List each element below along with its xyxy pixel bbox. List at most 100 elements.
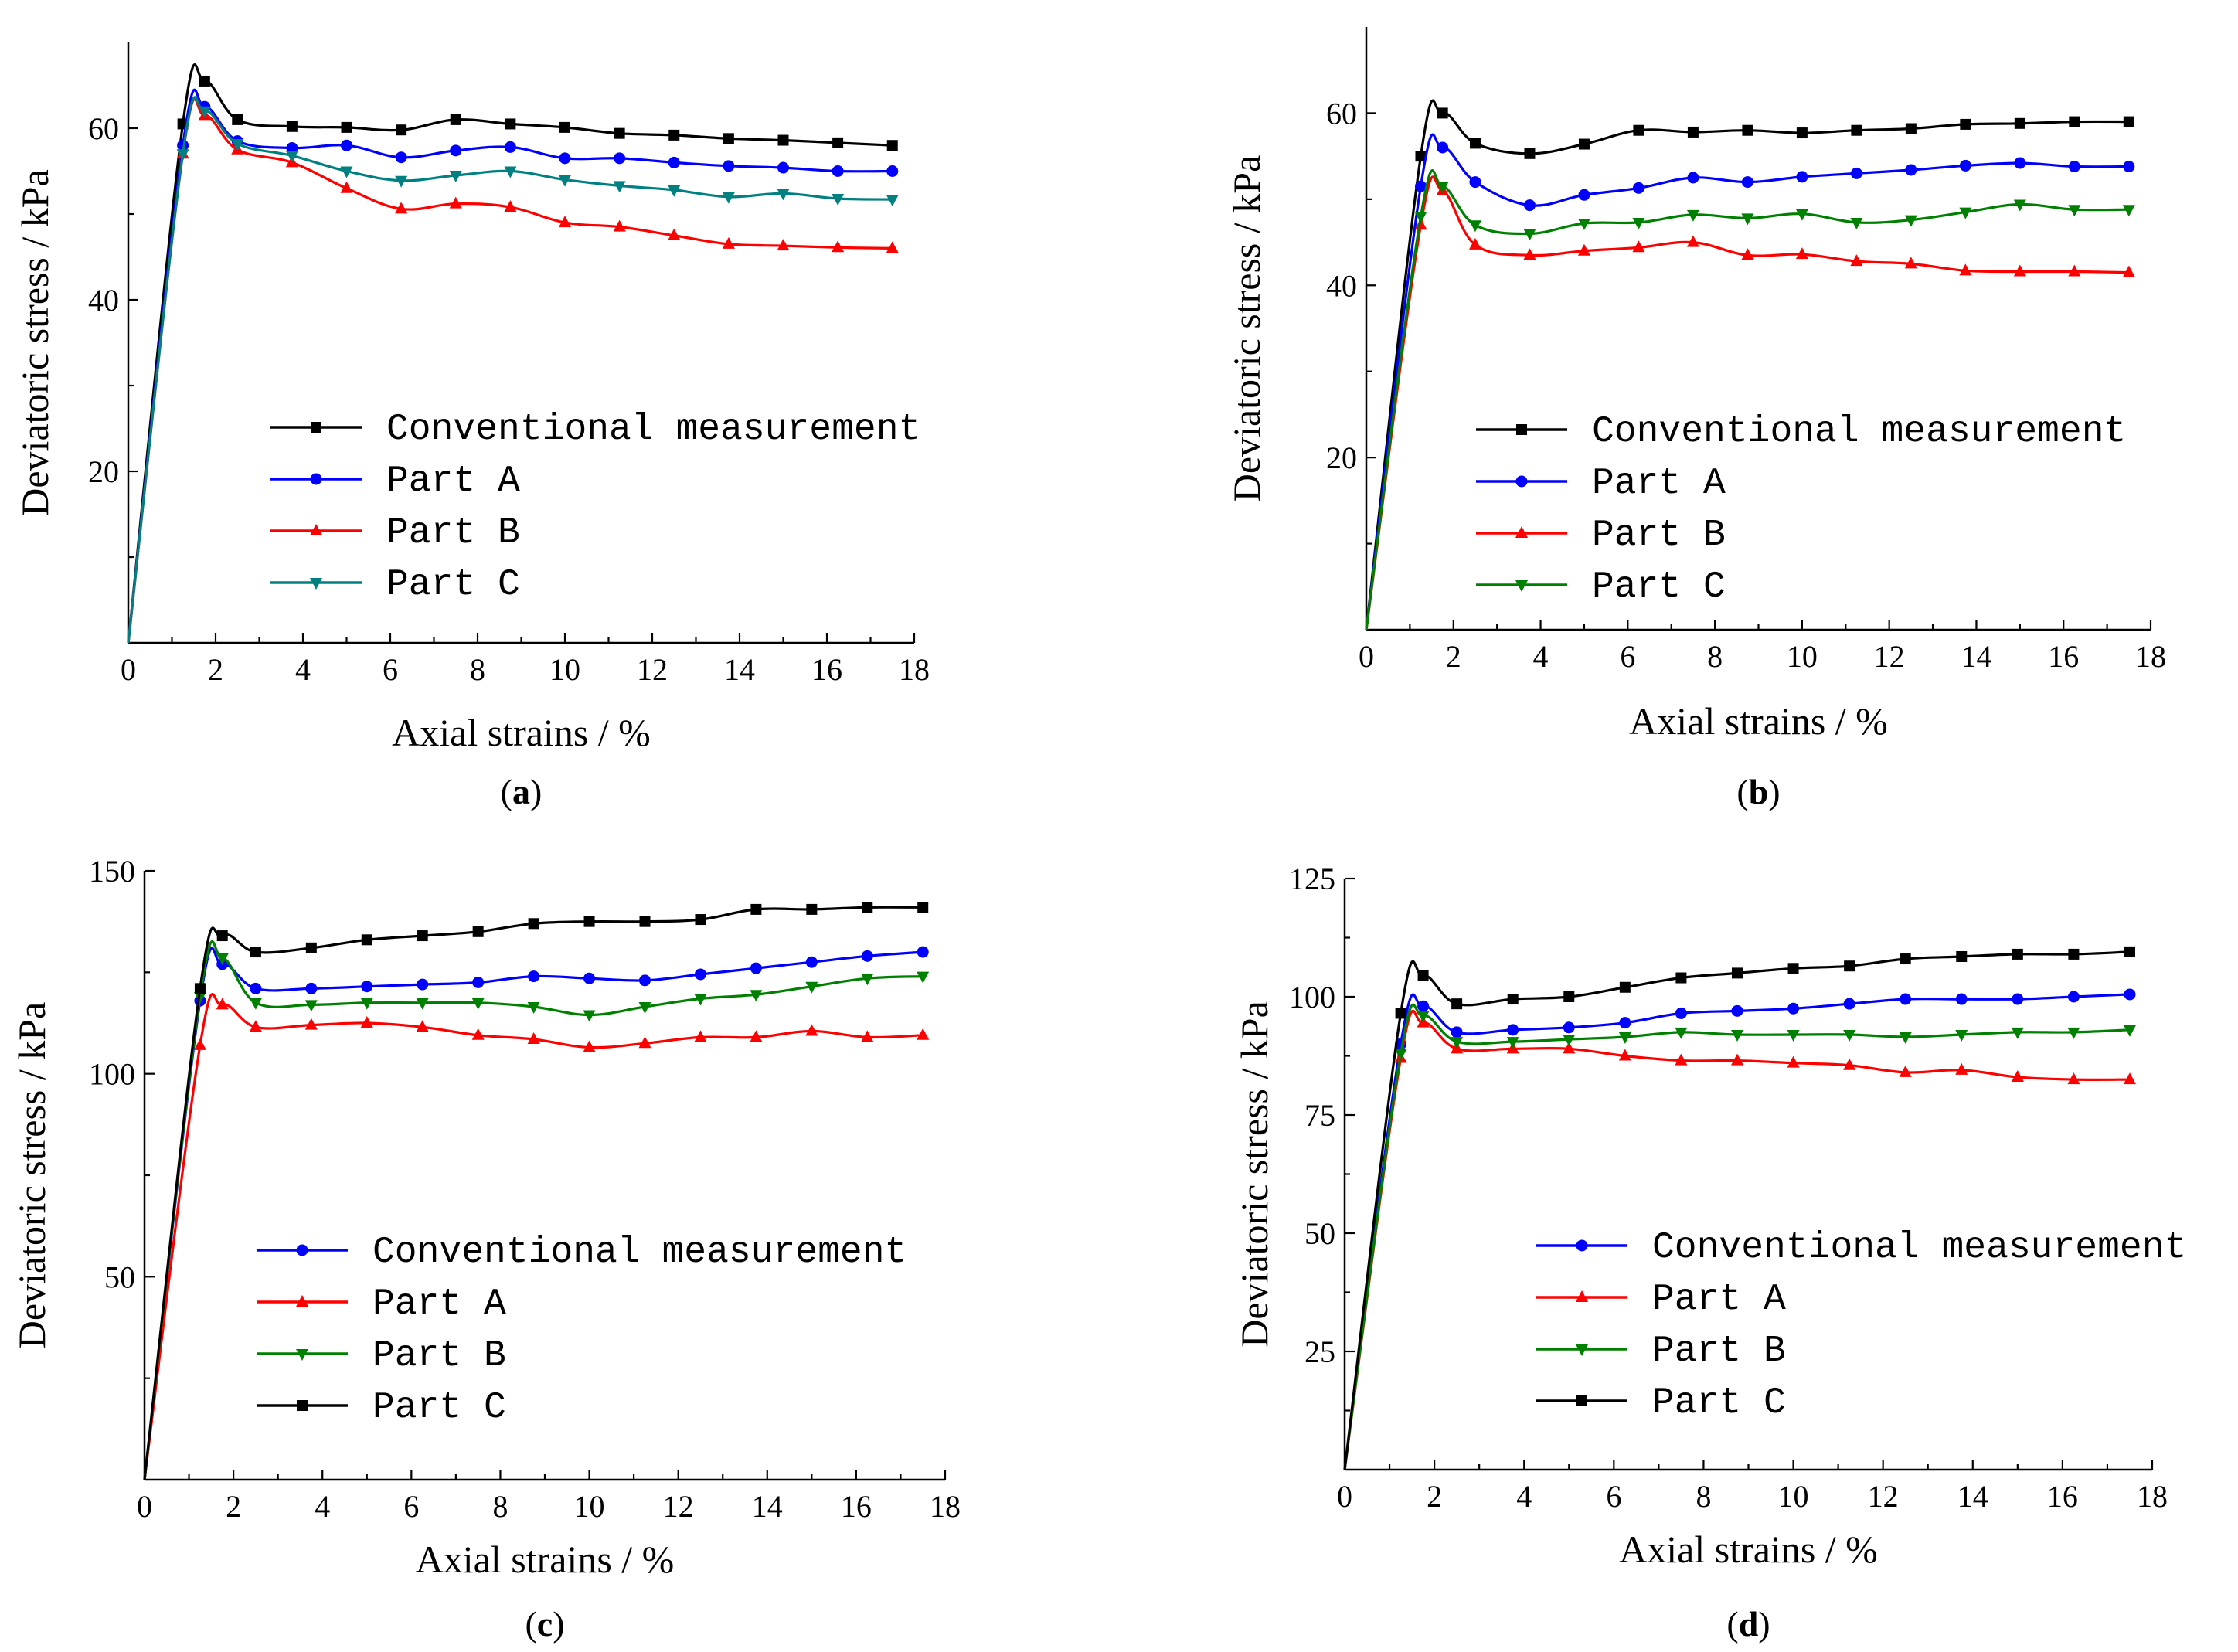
data-point: [559, 216, 571, 228]
data-point: [1955, 1062, 1968, 1075]
data-point: [1415, 151, 1427, 162]
legend-label: Conventional measurement: [1592, 411, 2126, 453]
data-point: [527, 1001, 540, 1014]
panel-caption: (d): [1726, 1604, 1770, 1644]
data-point: [639, 916, 651, 927]
data-point: [832, 194, 845, 206]
data-point: [1741, 176, 1753, 189]
data-point: [1414, 212, 1427, 224]
plot-area: [143, 902, 930, 1480]
data-point: [193, 991, 206, 1004]
series-line: [1343, 993, 2131, 1470]
data-point: [1955, 993, 1968, 1005]
data-point: [286, 121, 298, 132]
x-tick-label: 8: [1696, 1479, 1711, 1514]
data-point: [1469, 138, 1481, 149]
data-point: [1563, 1021, 1575, 1034]
legend-item: Part B: [1536, 1331, 1786, 1372]
series-part-b: [1343, 1003, 2136, 1470]
x-axis-title: Axial strains / %: [392, 711, 651, 754]
data-point: [1523, 199, 1536, 212]
series-line: [143, 906, 923, 1480]
data-point: [639, 974, 651, 987]
data-point: [286, 142, 298, 155]
data-point: [1675, 972, 1687, 984]
data-point: [505, 118, 516, 130]
data-point: [2067, 991, 2080, 1003]
panel-caption-letter: c: [537, 1604, 553, 1644]
data-point: [340, 181, 353, 193]
data-point: [1632, 240, 1645, 253]
data-point: [613, 219, 626, 232]
data-point: [694, 994, 707, 1006]
data-point: [1959, 159, 1971, 172]
x-tick-label: 2: [1427, 1479, 1442, 1514]
data-point: [2069, 116, 2080, 127]
data-point: [1451, 1026, 1463, 1038]
legend: Conventional measurement Part A Part B Part…: [270, 409, 920, 606]
data-point: [1851, 124, 1862, 136]
data-point: [1523, 229, 1536, 241]
x-tick-label: 6: [1620, 639, 1635, 674]
legend: Conventional measurement Part A Part B Part…: [257, 1232, 906, 1429]
legend-swatch-marker: [1576, 1290, 1588, 1302]
data-point: [527, 1032, 540, 1045]
y-axis-title: Deviatoric stress / kPa: [1233, 1001, 1276, 1348]
data-point: [1742, 124, 1753, 136]
data-point: [1619, 1017, 1631, 1029]
data-point: [750, 903, 762, 915]
data-point: [193, 1038, 206, 1050]
legend-swatch-marker: [311, 422, 321, 433]
chart-c: 0 2 4 6 8 10 12 14 16 18 50 100 150 Axial strains / %…: [10, 854, 961, 1644]
data-point: [2068, 161, 2080, 173]
data-point: [614, 127, 625, 139]
data-point: [1843, 998, 1855, 1010]
data-point: [2067, 1027, 2080, 1039]
x-tick-label: 8: [1707, 639, 1723, 674]
chart-panel-a: 0 2 4 6 8 10 12 14 16 18 20 40 60 Axial strains / % De…: [0, 0, 1032, 831]
legend-swatch-marker: [1576, 1395, 1587, 1406]
legend-label: Part C: [1592, 566, 1726, 608]
x-axis-title: Axial strains / %: [1619, 1528, 1878, 1571]
data-point: [1437, 107, 1448, 119]
chart-panel-c: 0 2 4 6 8 10 12 14 16 18 50 100 150 Axial strains / %…: [0, 831, 1032, 1652]
axes: 0 2 4 6 8 10 12 14 16 18 20 40 60: [1326, 27, 2166, 674]
legend-swatch-marker: [1515, 475, 1528, 488]
data-point: [2012, 993, 2024, 1005]
data-point: [638, 1001, 651, 1014]
data-point: [1563, 1042, 1576, 1054]
data-point: [528, 970, 540, 983]
y-tick-label: 100: [1289, 980, 1335, 1015]
legend-label: Conventional measurement: [372, 1232, 906, 1273]
data-point: [199, 75, 210, 87]
data-point: [1578, 138, 1590, 150]
data-point: [194, 983, 206, 994]
data-point: [216, 953, 229, 965]
data-point: [2123, 161, 2135, 173]
data-point: [2122, 265, 2135, 277]
data-point: [472, 976, 485, 988]
data-point: [416, 998, 429, 1010]
data-point: [1563, 1035, 1576, 1047]
data-point: [504, 166, 517, 178]
series-line: [1365, 175, 2129, 631]
x-tick-label: 0: [121, 652, 136, 687]
x-tick-label: 10: [1778, 1479, 1809, 1514]
legend-label: Part A: [372, 1283, 506, 1325]
legend-label: Part B: [372, 1335, 506, 1377]
legend-swatch-marker: [296, 1295, 308, 1307]
data-point: [1899, 1032, 1912, 1045]
data-point: [1687, 172, 1699, 184]
data-point: [1563, 991, 1575, 1002]
legend-swatch-marker: [1515, 580, 1528, 592]
data-point: [886, 195, 899, 207]
chart-d: 0 2 4 6 8 10 12 14 16 18 25 50 75 100 125 Axial strains…: [1233, 862, 2186, 1644]
x-tick-label: 16: [2048, 639, 2079, 674]
data-point: [886, 140, 898, 151]
data-point: [1618, 1049, 1631, 1061]
legend-swatch-marker: [1515, 526, 1528, 538]
legend-label: Part B: [1592, 515, 1726, 556]
data-point: [668, 185, 681, 197]
legend-swatch-marker: [296, 1244, 308, 1256]
legend: Conventional measurement Part A Part B Part…: [1536, 1227, 2186, 1424]
